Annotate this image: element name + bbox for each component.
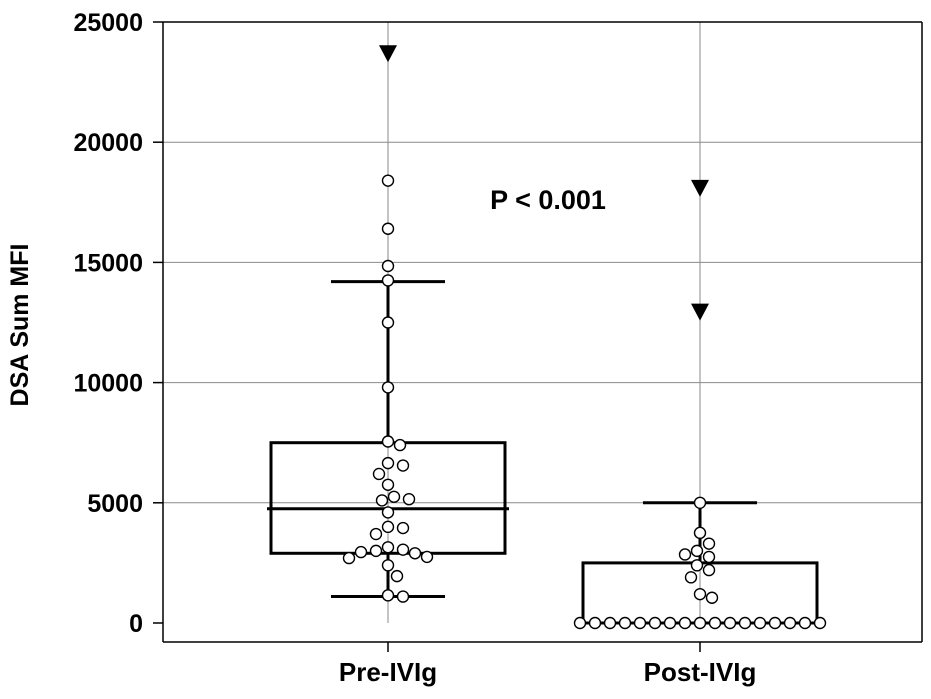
point-layer	[342, 45, 827, 630]
data-point	[396, 543, 410, 556]
data-point	[381, 589, 395, 602]
data-point	[783, 616, 797, 630]
data-point	[678, 616, 692, 630]
data-point	[342, 551, 356, 565]
data-point	[573, 616, 587, 630]
data-point	[678, 548, 692, 561]
data-point	[381, 506, 395, 519]
data-point	[396, 590, 410, 603]
data-point	[372, 467, 386, 481]
data-point	[387, 490, 401, 503]
data-point	[738, 616, 752, 630]
data-point	[684, 571, 698, 584]
data-point	[381, 435, 395, 448]
data-point	[369, 527, 383, 541]
data-point	[381, 222, 395, 235]
data-point	[663, 616, 677, 630]
data-point	[693, 526, 707, 540]
grid-layer	[163, 21, 922, 623]
data-point	[702, 550, 716, 564]
data-point	[618, 616, 632, 630]
data-point	[408, 547, 422, 560]
data-point	[693, 496, 707, 509]
data-point	[690, 559, 704, 572]
data-point	[369, 544, 383, 558]
y-tick-label: 0	[129, 610, 143, 638]
p-value-annotation: P < 0.001	[490, 185, 606, 215]
data-point	[702, 563, 716, 577]
data-point	[633, 616, 647, 630]
data-point	[693, 616, 707, 630]
y-axis-label: DSA Sum MFI	[6, 244, 34, 407]
data-point	[798, 616, 812, 630]
data-point	[381, 259, 395, 273]
data-point	[354, 545, 368, 559]
data-point	[690, 544, 704, 558]
data-point	[705, 591, 719, 604]
data-point	[375, 494, 389, 507]
data-point	[381, 381, 395, 394]
data-point	[420, 550, 434, 564]
data-point	[381, 541, 395, 554]
y-tick-label: 15000	[73, 249, 143, 277]
y-tick-label: 5000	[87, 490, 143, 518]
data-point	[768, 616, 782, 630]
data-point	[813, 616, 827, 630]
data-point	[402, 492, 416, 506]
data-point	[390, 569, 404, 583]
box-layer	[267, 280, 821, 625]
data-point	[381, 478, 395, 491]
far-outlier-marker	[691, 179, 709, 197]
data-point	[693, 587, 707, 601]
y-tick-label: 25000	[73, 9, 143, 37]
data-point	[396, 521, 410, 535]
x-tick-label: Post-IVIg	[644, 657, 757, 687]
y-tick-label: 10000	[73, 370, 143, 398]
data-point	[708, 616, 722, 630]
far-outlier-marker	[691, 303, 709, 321]
data-point	[381, 456, 395, 470]
far-outlier-marker	[379, 45, 397, 63]
data-point	[381, 316, 395, 329]
axis-layer: 0 5000 10000 15000 20000 25000 Pre-IVIg Post-IV…	[73, 9, 923, 687]
data-point	[381, 174, 395, 187]
data-point	[753, 616, 767, 630]
data-point	[393, 438, 407, 452]
data-point	[396, 459, 410, 472]
data-point	[588, 616, 602, 630]
data-point	[381, 274, 395, 287]
data-point	[603, 616, 617, 630]
data-point	[648, 616, 662, 630]
data-point	[381, 559, 395, 572]
x-tick-label: Pre-IVIg	[339, 657, 437, 687]
data-point	[381, 520, 395, 534]
y-tick-label: 20000	[73, 129, 143, 157]
data-point	[723, 616, 737, 630]
data-point	[702, 537, 716, 550]
